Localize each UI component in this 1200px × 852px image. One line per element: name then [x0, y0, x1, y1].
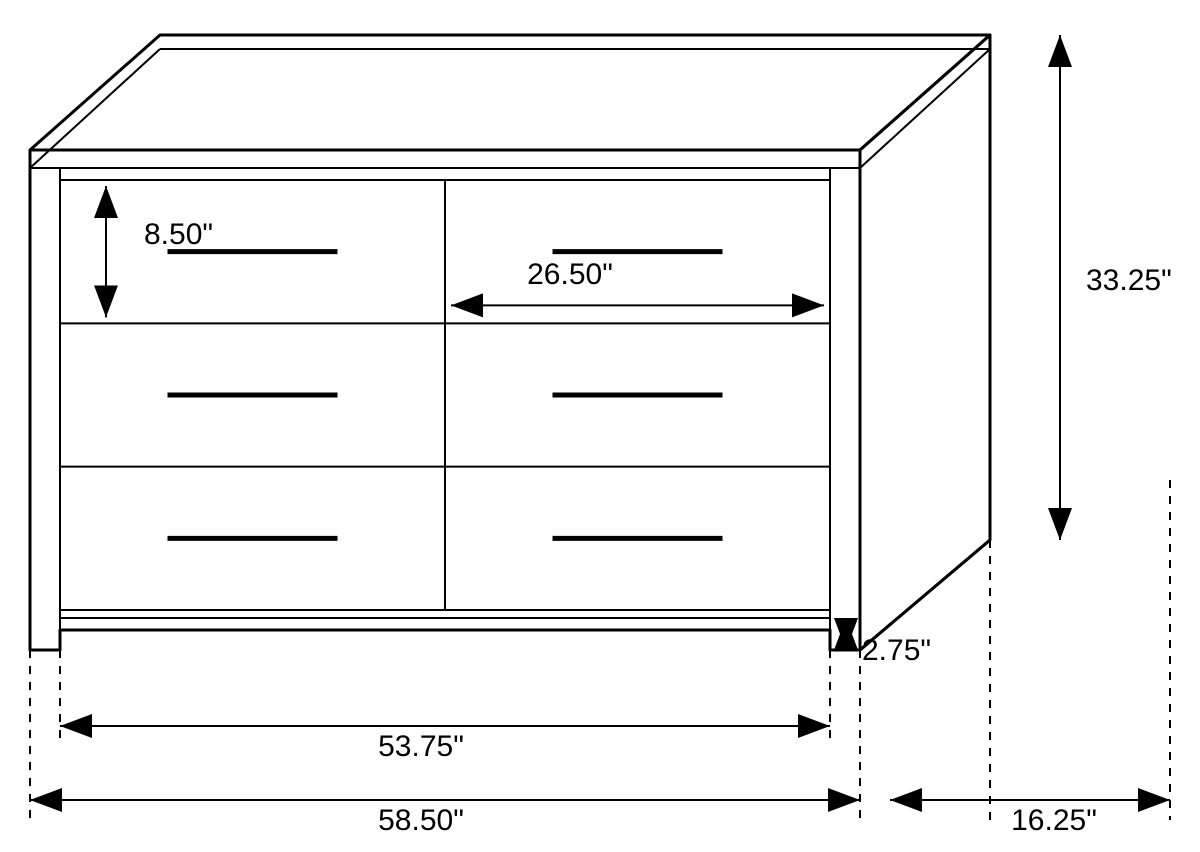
- dim-overall-height: 33.25": [1086, 264, 1172, 297]
- dresser-dimension-diagram: 58.50" 53.75" 16.25" 33.25" 2.75" 8.50" 26.50": [0, 0, 1200, 852]
- dim-drawer-height: 8.50": [144, 218, 213, 251]
- dim-drawer-width: 26.50": [527, 258, 613, 291]
- drawing-group: 58.50" 53.75" 16.25" 33.25" 2.75" 8.50" 26.50": [30, 35, 1172, 837]
- dim-side-depth: 16.25": [1011, 804, 1097, 837]
- dim-overall-width: 58.50": [378, 804, 464, 837]
- dim-leg-height: 2.75": [862, 634, 931, 667]
- dim-inner-width: 53.75": [378, 730, 464, 763]
